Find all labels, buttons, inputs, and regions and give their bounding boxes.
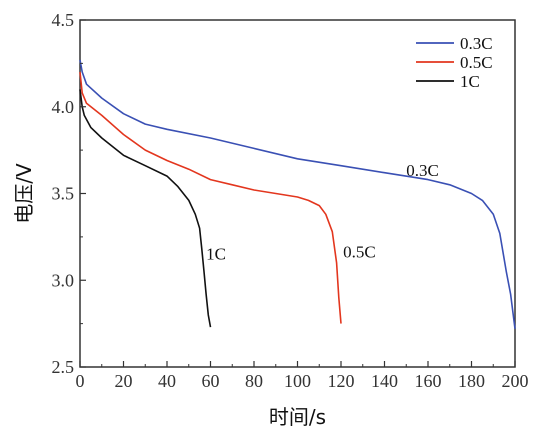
series-line-0-3C [79,59,516,329]
y-axis-title: 电压/V [12,163,36,224]
x-tick-label: 160 [415,371,442,391]
legend-label: 1C [460,72,480,91]
series-annotation: 0.3C [406,161,439,180]
x-tick-label: 20 [115,371,133,391]
x-axis: 0 20 40 60 80 100 120 140 160 180 200 [76,361,529,391]
x-tick-label: 40 [158,371,176,391]
x-tick-label: 80 [245,371,263,391]
x-axis-title: 时间/s [269,405,326,429]
annotations: 0.3C 0.5C 1C [206,161,439,263]
x-tick-label: 100 [284,371,311,391]
y-tick-label: 4.0 [52,97,75,117]
series-line-0-5C [79,71,342,324]
x-tick-label: 180 [458,371,485,391]
series-annotation: 1C [206,244,226,263]
y-tick-label: 3.0 [52,270,75,290]
y-tick-label: 3.5 [52,184,75,204]
legend-label: 0.3C [460,34,493,53]
series-layer [79,59,516,329]
series-annotation: 0.5C [343,243,376,262]
series-line-1C [79,89,212,328]
legend-label: 0.5C [460,53,493,72]
x-tick-label: 200 [502,371,529,391]
x-tick-label: 0 [76,371,85,391]
x-tick-label: 140 [371,371,398,391]
y-tick-label: 4.5 [52,10,75,30]
y-tick-label: 2.5 [52,357,75,377]
x-tick-label: 120 [328,371,355,391]
x-tick-label: 60 [202,371,220,391]
y-axis: 2.5 3.0 3.5 4.0 4.5 [52,10,86,377]
